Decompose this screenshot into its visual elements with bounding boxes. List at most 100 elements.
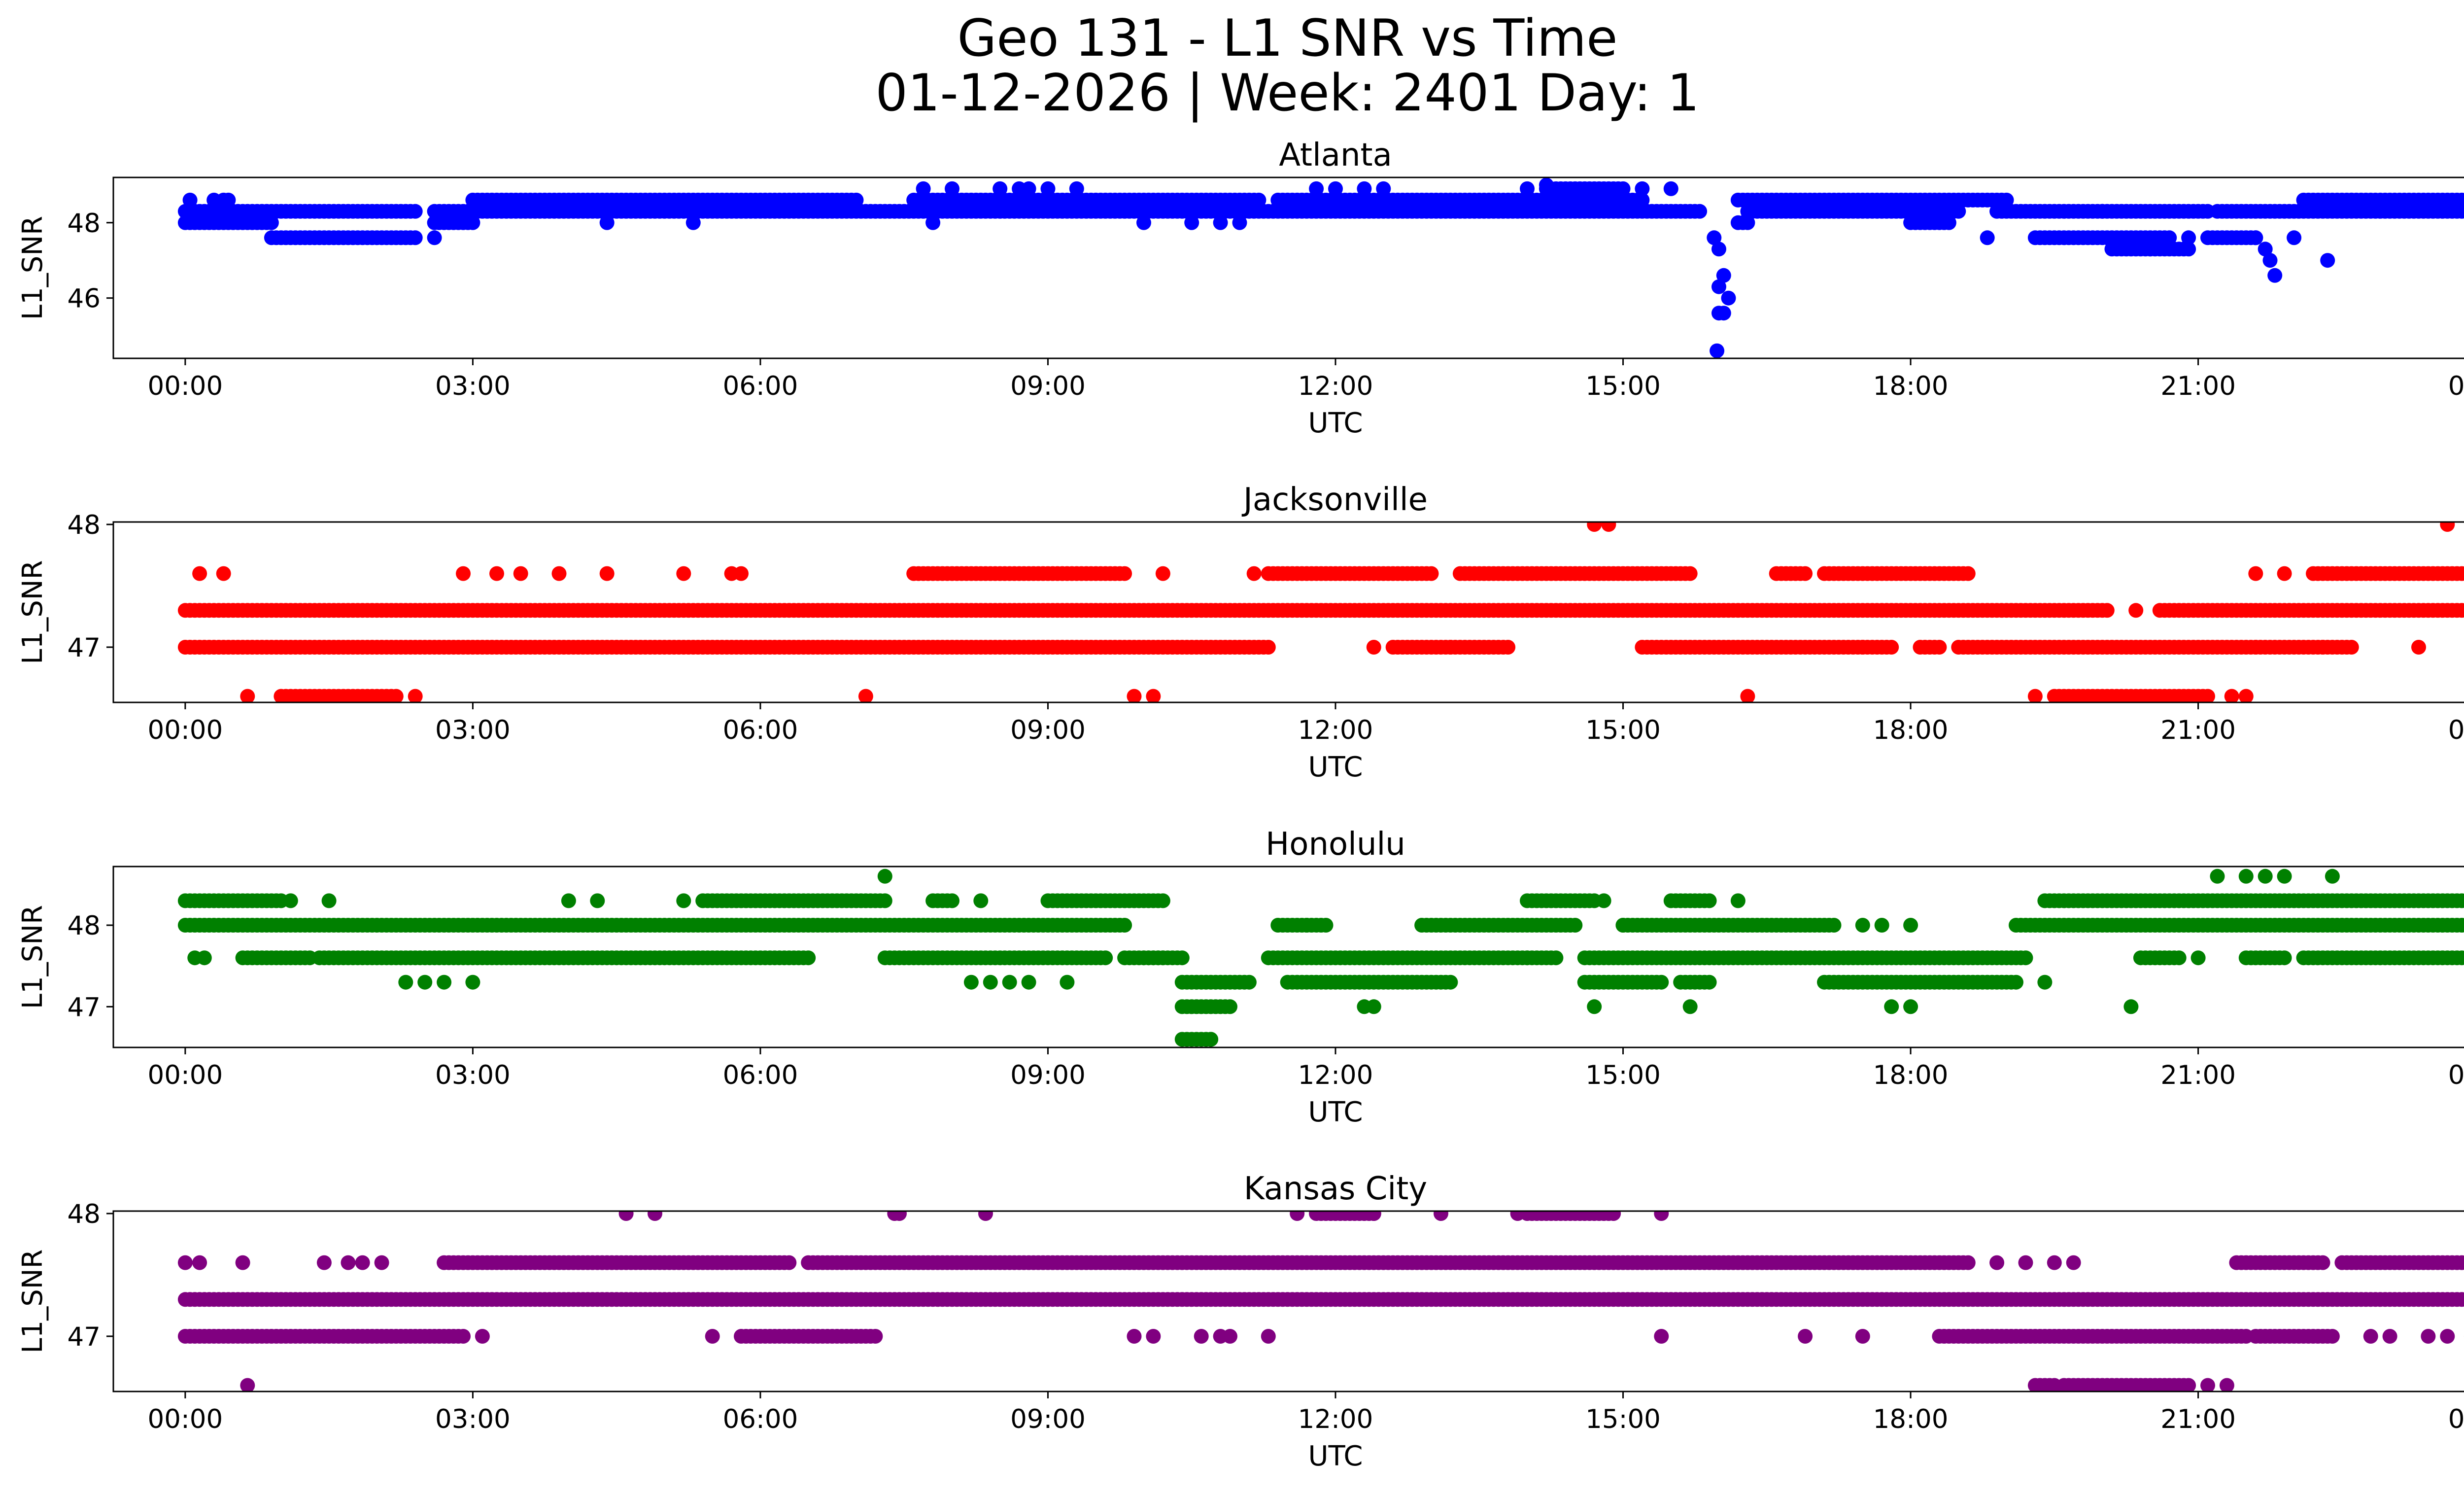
data-point xyxy=(1721,290,1736,306)
data-point xyxy=(2009,974,2023,990)
data-point xyxy=(2440,1329,2455,1344)
data-point xyxy=(1884,640,1899,655)
data-point xyxy=(1596,893,1611,908)
data-point xyxy=(1194,1329,1209,1344)
data-point xyxy=(1798,1329,1813,1344)
data-point xyxy=(1328,181,1343,196)
data-point xyxy=(1682,566,1698,581)
data-point xyxy=(1654,974,1669,990)
data-point xyxy=(1855,1329,1870,1344)
data-point xyxy=(1606,1211,1621,1221)
data-point xyxy=(2459,894,2464,908)
data-point xyxy=(2219,1378,2234,1391)
data-point xyxy=(849,192,864,208)
data-point xyxy=(1884,999,1899,1014)
data-point xyxy=(2459,603,2464,618)
data-point xyxy=(2128,603,2144,618)
data-point xyxy=(2363,1329,2378,1344)
y-tick-label: 48 xyxy=(68,911,101,941)
data-point xyxy=(1174,950,1190,966)
x-tick-label: 15:00 xyxy=(1585,1404,1661,1434)
x-tick-label: 12:00 xyxy=(1298,371,1373,401)
data-point xyxy=(1060,974,1075,990)
data-point xyxy=(648,1211,662,1221)
data-point xyxy=(197,950,212,966)
data-point xyxy=(1290,1211,1305,1221)
x-tick-label: 00:00 xyxy=(148,715,223,745)
data-point xyxy=(2315,1255,2330,1270)
data-point xyxy=(408,689,423,702)
data-point xyxy=(2382,1329,2397,1344)
data-point xyxy=(1146,1329,1161,1344)
data-point xyxy=(2027,689,2043,702)
data-point xyxy=(408,204,423,219)
data-point xyxy=(734,566,749,581)
data-point xyxy=(1635,181,1650,196)
data-point xyxy=(2459,1255,2464,1270)
x-axis-label: UTC xyxy=(1308,407,1363,439)
data-point xyxy=(2315,640,2330,655)
data-point xyxy=(1223,999,1237,1014)
data-point xyxy=(1692,204,1708,219)
x-tick-label: 21:00 xyxy=(2160,1404,2236,1434)
data-point xyxy=(2181,242,2196,257)
data-point xyxy=(1002,974,1017,990)
data-point xyxy=(1232,215,1247,230)
x-tick-label: 03:00 xyxy=(435,1404,511,1434)
data-point xyxy=(1730,893,1745,908)
data-point xyxy=(1040,181,1056,196)
data-point xyxy=(177,1255,193,1270)
y-tick-label: 48 xyxy=(68,209,101,239)
figure-title-line-2: 01-12-2026 | Week: 2401 Day: 1 xyxy=(875,64,1700,123)
y-tick-label: 47 xyxy=(68,1322,101,1352)
data-point xyxy=(2277,566,2292,581)
x-tick-label: 06:00 xyxy=(723,1060,798,1090)
y-axis-label: L1_SNR xyxy=(17,560,49,664)
data-point xyxy=(1663,181,1678,196)
data-point xyxy=(2181,230,2196,245)
data-point xyxy=(1520,181,1535,196)
data-point xyxy=(1366,1211,1381,1221)
figure-title-line-1: Geo 131 - L1 SNR vs Time xyxy=(957,9,1618,68)
data-point xyxy=(1707,230,1722,245)
data-point xyxy=(2258,242,2273,257)
data-point xyxy=(1117,918,1132,933)
data-point xyxy=(1711,279,1726,294)
data-point xyxy=(1098,950,1113,966)
data-point xyxy=(1155,893,1170,908)
y-tick-label: 48 xyxy=(68,1199,101,1229)
data-point xyxy=(1980,230,1995,245)
data-point xyxy=(283,893,298,908)
data-point xyxy=(341,1255,356,1270)
data-point xyxy=(1366,999,1381,1014)
subplot-atlanta: 00:00 03:00 06:00 09:00 12:00 15:00 18:00 21:00… xyxy=(17,137,2464,439)
subplot-title: Jacksonville xyxy=(1241,482,1428,518)
x-tick-label: 06:00 xyxy=(723,371,798,401)
data-point xyxy=(1855,918,1870,933)
x-tick-label: 21:00 xyxy=(2160,1060,2236,1090)
data-point xyxy=(599,215,615,230)
x-tick-label: 18:00 xyxy=(1873,1404,1949,1434)
data-point xyxy=(475,1329,490,1344)
data-point xyxy=(1443,974,1458,990)
x-tick-label: 00:00 xyxy=(148,1404,223,1434)
data-point xyxy=(408,230,423,245)
data-point xyxy=(1443,640,1458,655)
data-point xyxy=(978,1211,993,1221)
data-point xyxy=(2325,869,2340,884)
subplot-title: Atlanta xyxy=(1279,137,1392,174)
x-tick-label: 18:00 xyxy=(1873,371,1949,401)
data-point xyxy=(417,974,433,990)
data-point xyxy=(1960,1255,1976,1270)
data-point xyxy=(992,181,1008,196)
data-points xyxy=(177,522,2464,702)
data-point xyxy=(1021,974,1036,990)
data-point xyxy=(1932,640,1947,655)
data-point xyxy=(1635,192,1650,208)
subplot-kansas-city: 00:00 03:00 06:00 09:00 12:00 15:00 18:00 21:00… xyxy=(17,1171,2464,1472)
data-point xyxy=(2238,869,2254,884)
data-point xyxy=(2190,950,2206,966)
x-tick-label: 21:00 xyxy=(2160,371,2236,401)
data-point xyxy=(705,1329,720,1344)
data-point xyxy=(2047,1378,2062,1391)
